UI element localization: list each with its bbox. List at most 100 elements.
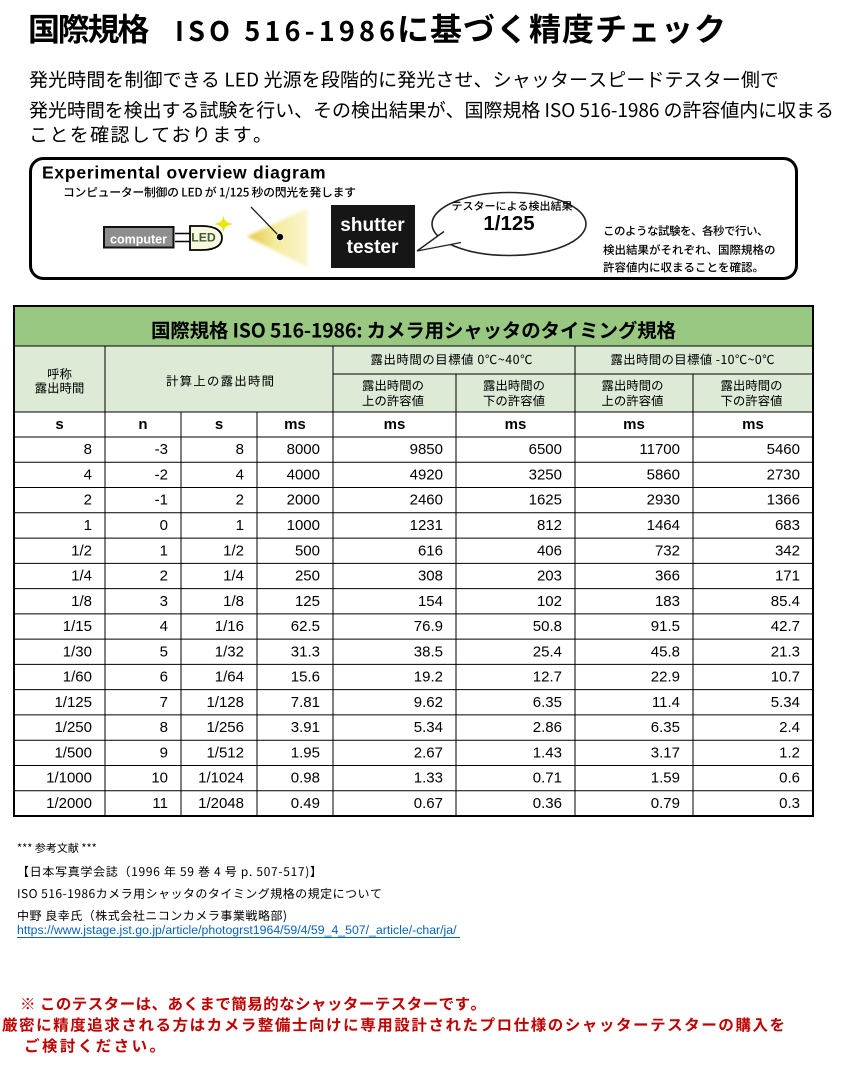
svg-text:183: 183 (655, 593, 680, 610)
svg-text:10.7: 10.7 (771, 669, 800, 686)
svg-text:8: 8 (84, 441, 92, 458)
svg-text:1/128: 1/128 (206, 694, 244, 711)
svg-text:12.7: 12.7 (533, 669, 562, 686)
svg-text:812: 812 (537, 517, 562, 534)
svg-text:11.4: 11.4 (652, 694, 680, 711)
svg-text:8: 8 (236, 441, 244, 458)
svg-text:62.5: 62.5 (291, 618, 320, 635)
svg-text:4: 4 (160, 618, 168, 635)
svg-text:1231: 1231 (410, 517, 443, 534)
svg-text:computer: computer (110, 233, 167, 247)
svg-text:n: n (138, 416, 147, 433)
svg-text:2730: 2730 (767, 467, 800, 484)
svg-text:1/2048: 1/2048 (198, 795, 244, 812)
svg-text:21.3: 21.3 (771, 643, 800, 660)
svg-text:1366: 1366 (767, 492, 800, 509)
svg-text:1.59: 1.59 (651, 770, 680, 787)
svg-text:1: 1 (236, 517, 244, 534)
svg-text:1/4: 1/4 (71, 568, 92, 585)
svg-text:1/4: 1/4 (223, 568, 244, 585)
svg-text:45.8: 45.8 (651, 643, 680, 660)
svg-text:171: 171 (775, 568, 800, 585)
svg-text:1/8: 1/8 (223, 593, 244, 610)
svg-text:2460: 2460 (410, 492, 443, 509)
svg-text:6.35: 6.35 (533, 694, 562, 711)
svg-text:0.98: 0.98 (291, 770, 320, 787)
svg-text:LED: LED (191, 231, 216, 245)
svg-text:366: 366 (655, 568, 680, 585)
svg-text:85.4: 85.4 (771, 593, 800, 610)
svg-text:2: 2 (160, 568, 168, 585)
svg-text:0.3: 0.3 (779, 795, 800, 812)
svg-text:4: 4 (236, 467, 244, 484)
svg-text:3.91: 3.91 (291, 719, 320, 736)
svg-text:19.2: 19.2 (414, 669, 443, 686)
svg-text:ms: ms (284, 416, 306, 433)
svg-text:616: 616 (418, 542, 443, 559)
svg-text:2000: 2000 (287, 492, 320, 509)
svg-text:ms: ms (623, 416, 645, 433)
svg-text:ms: ms (384, 416, 406, 433)
svg-text:50.8: 50.8 (533, 618, 562, 635)
svg-text:1464: 1464 (647, 517, 680, 534)
svg-text:https://www.jstage.jst.go.jp/a: https://www.jstage.jst.go.jp/article/pho… (17, 923, 457, 937)
svg-text:0.67: 0.67 (414, 795, 443, 812)
svg-text:154: 154 (418, 593, 443, 610)
svg-text:Experimental overview diagram: Experimental overview diagram (42, 163, 326, 183)
svg-text:11: 11 (152, 795, 168, 812)
svg-text:7.81: 7.81 (291, 694, 320, 711)
svg-text:3: 3 (160, 593, 168, 610)
svg-text:5460: 5460 (767, 441, 800, 458)
svg-text:-2: -2 (155, 467, 168, 484)
svg-text:11700: 11700 (639, 441, 680, 458)
svg-text:1/64: 1/64 (215, 669, 244, 686)
svg-text:9: 9 (160, 744, 168, 761)
svg-text:6500: 6500 (529, 441, 562, 458)
svg-text:76.9: 76.9 (414, 618, 443, 635)
svg-text:1: 1 (160, 542, 168, 559)
svg-text:5.34: 5.34 (414, 719, 443, 736)
svg-text:203: 203 (537, 568, 562, 585)
svg-text:683: 683 (775, 517, 800, 534)
svg-text:1/32: 1/32 (215, 643, 244, 660)
svg-text:3250: 3250 (529, 467, 562, 484)
svg-text:500: 500 (295, 542, 320, 559)
svg-text:5860: 5860 (647, 467, 680, 484)
svg-text:1/2: 1/2 (71, 542, 92, 559)
svg-text:2.67: 2.67 (414, 744, 443, 761)
svg-text:0.36: 0.36 (533, 795, 562, 812)
svg-text:1/16: 1/16 (215, 618, 244, 635)
svg-text:2: 2 (236, 492, 244, 509)
svg-text:tester: tester (347, 237, 399, 258)
svg-text:406: 406 (537, 542, 562, 559)
svg-text:2.4: 2.4 (779, 719, 800, 736)
svg-text:1/2: 1/2 (223, 542, 244, 559)
svg-text:4: 4 (84, 467, 92, 484)
svg-text:6.35: 6.35 (651, 719, 680, 736)
svg-text:ms: ms (742, 416, 764, 433)
svg-text:0.6: 0.6 (779, 770, 800, 787)
svg-text:1.33: 1.33 (414, 770, 443, 787)
svg-text:9850: 9850 (410, 441, 443, 458)
svg-text:1.95: 1.95 (291, 744, 320, 761)
svg-text:3.17: 3.17 (651, 744, 680, 761)
svg-text:1.2: 1.2 (779, 744, 800, 761)
svg-text:102: 102 (537, 593, 562, 610)
svg-text:732: 732 (655, 542, 680, 559)
svg-text:250: 250 (295, 568, 320, 585)
svg-text:7: 7 (160, 694, 168, 711)
svg-text:9.62: 9.62 (414, 694, 443, 711)
svg-text:42.7: 42.7 (771, 618, 800, 635)
svg-text:1625: 1625 (529, 492, 562, 509)
svg-text:s: s (215, 416, 223, 433)
svg-text:1000: 1000 (287, 517, 320, 534)
svg-text:1/30: 1/30 (63, 643, 92, 660)
svg-text:1/500: 1/500 (54, 744, 92, 761)
svg-text:10: 10 (151, 770, 168, 787)
svg-text:308: 308 (418, 568, 443, 585)
svg-text:2: 2 (84, 492, 92, 509)
svg-text:s: s (55, 416, 63, 433)
svg-text:-3: -3 (155, 441, 168, 458)
svg-text:1/256: 1/256 (206, 719, 244, 736)
svg-text:1.43: 1.43 (533, 744, 562, 761)
